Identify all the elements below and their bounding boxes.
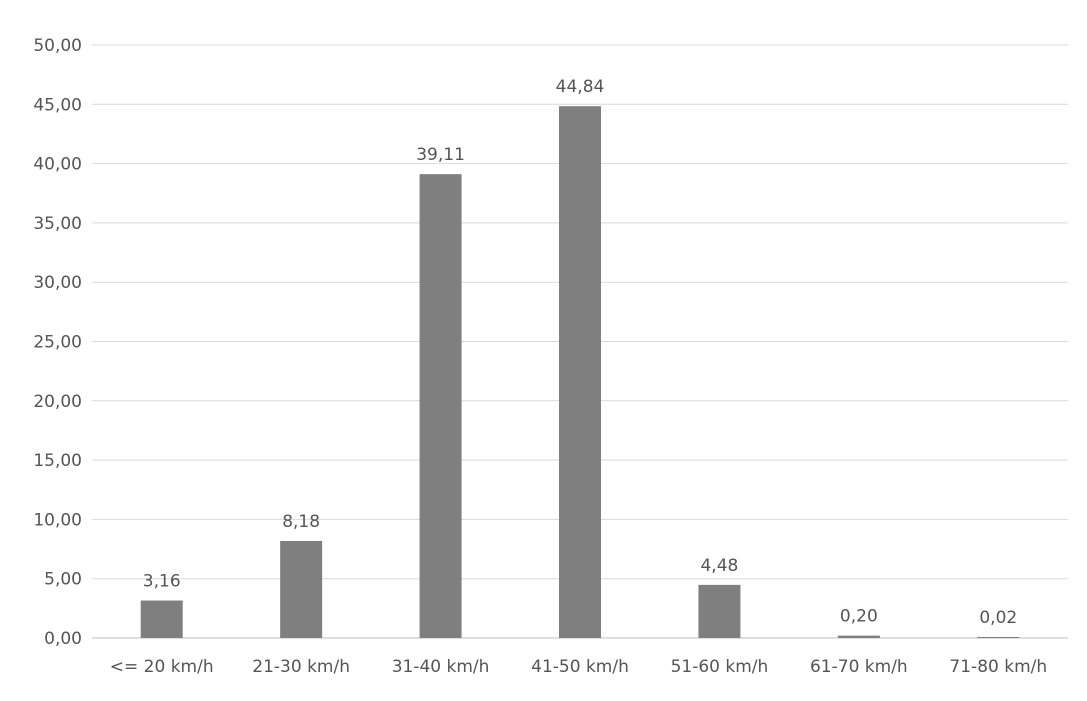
x-tick-label: <= 20 km/h — [110, 657, 214, 677]
x-tick-label: 21-30 km/h — [252, 657, 350, 677]
x-tick-label: 61-70 km/h — [810, 657, 908, 677]
y-tick-label: 15,00 — [33, 451, 82, 471]
data-label: 39,11 — [416, 145, 465, 165]
bar — [140, 600, 183, 638]
x-tick-label: 51-60 km/h — [671, 657, 769, 677]
bar — [419, 174, 462, 638]
data-label: 8,18 — [282, 512, 320, 532]
y-tick-label: 35,00 — [33, 214, 82, 234]
x-tick-label: 41-50 km/h — [531, 657, 629, 677]
y-tick-label: 20,00 — [33, 392, 82, 412]
bar — [698, 584, 741, 638]
y-tick-label: 45,00 — [33, 95, 82, 115]
x-tick-label: 71-80 km/h — [949, 657, 1047, 677]
data-label: 4,48 — [700, 556, 738, 576]
x-tick-label: 31-40 km/h — [392, 657, 490, 677]
data-label: 0,02 — [979, 608, 1017, 628]
y-tick-label: 10,00 — [33, 510, 82, 530]
bar — [559, 106, 601, 638]
bar — [837, 635, 880, 638]
bar — [977, 637, 1020, 638]
data-labels: 3,16 8,18 39,11 44,84 4,48 0,20 0,02 — [143, 77, 1017, 628]
y-tick-label: 25,00 — [33, 333, 82, 353]
bars — [140, 106, 1020, 638]
y-tick-label: 40,00 — [33, 155, 82, 175]
data-label: 0,20 — [840, 607, 878, 627]
y-tick-label: 5,00 — [44, 570, 82, 590]
y-tick-label: 0,00 — [44, 629, 82, 649]
y-tick-label: 50,00 — [33, 36, 82, 56]
data-label: 44,84 — [556, 77, 605, 97]
y-tick-label: 30,00 — [33, 273, 82, 293]
x-axis-tick-labels: <= 20 km/h 21-30 km/h 31-40 km/h 41-50 km/h… — [110, 657, 1047, 677]
bar — [280, 540, 323, 638]
data-label: 3,16 — [143, 572, 181, 592]
y-axis-tick-labels: 0,00 5,00 10,00 15,00 20,00 25,00 30,00 35,00 40… — [33, 36, 82, 649]
